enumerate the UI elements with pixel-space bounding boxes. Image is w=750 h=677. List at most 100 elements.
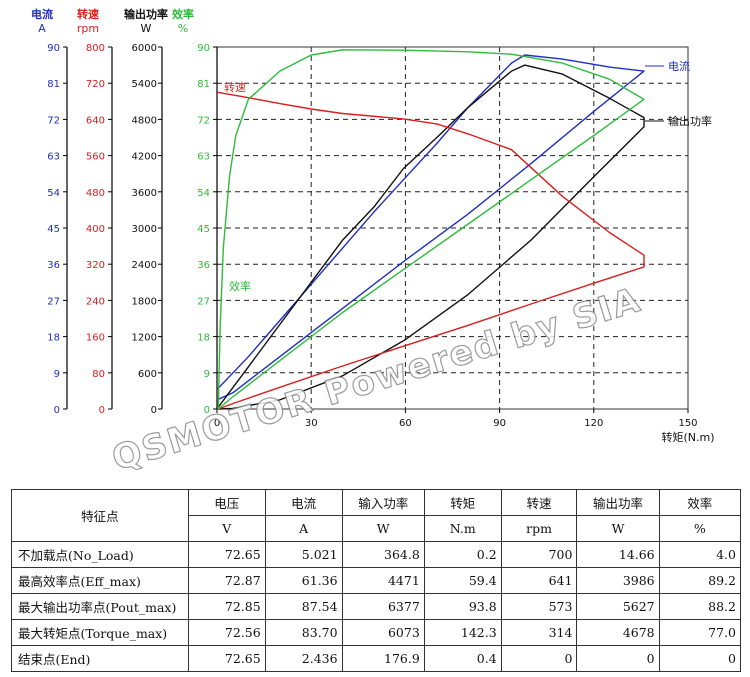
x-tick-label: 150: [678, 418, 697, 429]
y-tick-label: 480: [86, 188, 105, 199]
table-row: 不加载点(No_Load) 72.65 5.021 364.8 0.2 700 14.66 4…: [11, 541, 742, 568]
y-tick-label: 63: [47, 152, 60, 163]
series-annotation: 效率: [229, 279, 251, 293]
table-header-cell: 电流: [264, 489, 343, 516]
table-cell: 4.0: [658, 541, 742, 568]
y-tick-label: 81: [197, 79, 210, 90]
x-tick-label: 90: [493, 418, 506, 429]
table-cell: 0.2: [423, 541, 502, 568]
table-cell: 88.2: [658, 593, 742, 620]
y-tick-label: 80: [92, 369, 105, 380]
y-tick-label: 18: [47, 333, 60, 344]
x-tick-label: 60: [399, 418, 412, 429]
table-row: 结束点(End) 72.65 2.436 176.9 0.4 0 0 0: [11, 645, 742, 672]
y-tick-label: 45: [47, 224, 60, 235]
axis-header-title: 电流: [31, 7, 53, 21]
y-tick-label: 54: [47, 188, 60, 199]
y-tick-label: 72: [47, 115, 60, 126]
axis-header-unit: A: [38, 22, 46, 35]
table-row: 最大输出功率点(Pout_max) 72.85 87.54 6377 93.8 573 56…: [11, 593, 742, 620]
y-tick-label: 240: [86, 296, 105, 307]
axis-header-unit: %: [178, 22, 188, 35]
table-header-cell: 输出功率: [576, 489, 660, 516]
table-unit-cell: V: [187, 515, 266, 542]
table-cell: 573: [500, 593, 578, 620]
y-tick-label: 0: [54, 405, 60, 416]
y-tick-label: 0: [151, 405, 157, 416]
chart-series: [217, 49, 645, 410]
chart-grid: [216, 46, 689, 410]
table-cell: 72.65: [187, 541, 266, 568]
y-tick-label: 5400: [132, 79, 157, 90]
table-header-cell: 电压: [187, 489, 266, 516]
series-line-效率: [217, 49, 645, 410]
table-unit-cell: W: [576, 515, 660, 542]
y-tick-label: 0: [204, 405, 210, 416]
table-cell: 5.021: [264, 541, 343, 568]
table-cell: 176.9: [341, 645, 425, 672]
y-tick-label: 27: [47, 296, 60, 307]
table-header-row: 特征点 电压 电流 输入功率 转矩 转速 输出功率 效率: [11, 489, 742, 542]
table-row: 最大转矩点(Torque_max) 72.56 83.70 6073 142.3 314 4…: [11, 619, 742, 646]
table-cell: 3986: [576, 567, 660, 594]
y-tick-label: 45: [197, 224, 210, 235]
y-tick-label: 18: [197, 333, 210, 344]
y-tick-label: 36: [197, 260, 210, 271]
y-tick-label: 36: [47, 260, 60, 271]
table-cell: 5627: [576, 593, 660, 620]
y-tick-label: 3600: [132, 188, 157, 199]
y-tick-label: 0: [99, 405, 105, 416]
y-tick-label: 72: [197, 115, 210, 126]
table-row-label: 结束点(End): [11, 645, 189, 672]
table-cell: 6377: [341, 593, 425, 620]
y-tick-label: 320: [86, 260, 105, 271]
axis-header-title: 效率: [172, 7, 194, 21]
y-tick-label: 1200: [132, 333, 157, 344]
y-tick-label: 800: [86, 43, 105, 54]
table-cell: 72.85: [187, 593, 266, 620]
table-cell: 2.436: [264, 645, 343, 672]
table-cell: 0: [576, 645, 660, 672]
watermark-text: QSMOTOR Powered by SIA: [108, 280, 646, 470]
table-unit-row: V A W N.m rpm W%: [12, 515, 742, 542]
watermark: QSMOTOR Powered by SIA: [107, 279, 647, 470]
table-row-label: 最大输出功率点(Pout_max): [11, 593, 189, 620]
characteristic-points-table: 特征点 电压 电流 输入功率 转矩 转速 输出功率 效率 V A W N.m rpm W% 不加载点(No_…: [11, 489, 742, 672]
table-cell: 72.87: [187, 567, 266, 594]
y-tick-label: 1800: [132, 296, 157, 307]
table-row-label: 最大转矩点(Torque_max): [11, 619, 189, 646]
table-header-cell: 输入功率: [341, 489, 425, 516]
x-tick-label: 120: [584, 418, 603, 429]
table-cell: 59.4: [423, 567, 502, 594]
table-cell: 83.70: [264, 619, 343, 646]
axis-header-title: 输出功率: [124, 7, 168, 21]
y-tick-label: 4200: [132, 152, 157, 163]
table-cell: 4471: [341, 567, 425, 594]
table-unit-cell: A: [264, 515, 343, 542]
table-cell: 700: [500, 541, 578, 568]
table-cell: 314: [500, 619, 578, 646]
y-tick-label: 63: [197, 152, 210, 163]
table-unit-cell: N.m: [423, 515, 502, 542]
y-tick-label: 9: [204, 369, 210, 380]
table-cell: 61.36: [264, 567, 343, 594]
table-unit-cell: rpm: [500, 515, 578, 542]
series-annotation: 输出功率: [668, 114, 712, 128]
y-tick-label: 2400: [132, 260, 157, 271]
y-tick-label: 54: [197, 188, 210, 199]
table-cell: 4678: [576, 619, 660, 646]
axis-header-unit: rpm: [77, 22, 99, 35]
table-cell: 72.56: [187, 619, 266, 646]
table-cell: 89.2: [658, 567, 742, 594]
table-row: 最高效率点(Eff_max) 72.87 61.36 4471 59.4 641 3986 8…: [11, 567, 742, 594]
table-unit-cell: W: [341, 515, 425, 542]
table-cell: 77.0: [658, 619, 742, 646]
table-header-cell: 转速: [500, 489, 578, 516]
table-header-cell: 效率: [658, 489, 742, 516]
y-tick-label: 160: [86, 333, 105, 344]
x-axis-label: 转矩(N.m): [661, 430, 714, 444]
